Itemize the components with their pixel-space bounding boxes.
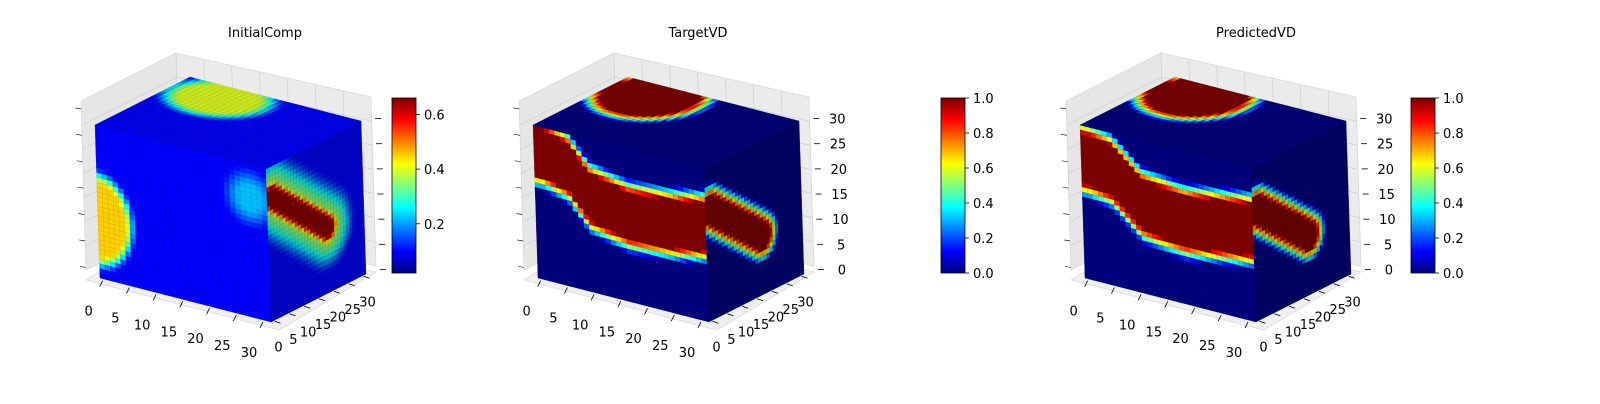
colorbar-gradient: [392, 98, 416, 273]
colorbar-tick-label: 0.6: [424, 108, 445, 123]
y-tick-label: 0: [274, 340, 282, 355]
colorbar-initialcomp: 0.2 0.4 0.6: [392, 98, 445, 273]
x-tick-label: 25: [214, 339, 231, 354]
panel-title-initialcomp: InitialComp: [115, 26, 415, 41]
y-tick-label: 30: [359, 295, 376, 310]
colorbar-tick-label: 0.4: [424, 163, 445, 178]
z-tick-left: [80, 266, 86, 267]
x-tick-label: 0: [85, 305, 93, 320]
x-tick-label: 30: [241, 346, 258, 361]
x-tick-label: 10: [134, 318, 151, 333]
z-tick-left: [78, 187, 84, 188]
x-tick-label: 15: [161, 325, 178, 340]
z-tick-left: [75, 108, 81, 109]
colorbar-tick-label: 0.2: [424, 218, 445, 233]
z-tick-left: [76, 134, 82, 135]
x-tick-label: 20: [187, 332, 204, 347]
panel-title-predictedvd: PredictedVD: [1106, 26, 1406, 41]
z-tick-left: [79, 240, 85, 241]
x-tick-label: 5: [111, 312, 119, 327]
y-tick-label: 5: [289, 333, 297, 348]
z-tick-left: [77, 161, 83, 162]
z-tick-left: [78, 214, 84, 215]
panel-title-targetvd: TargetVD: [548, 26, 848, 41]
